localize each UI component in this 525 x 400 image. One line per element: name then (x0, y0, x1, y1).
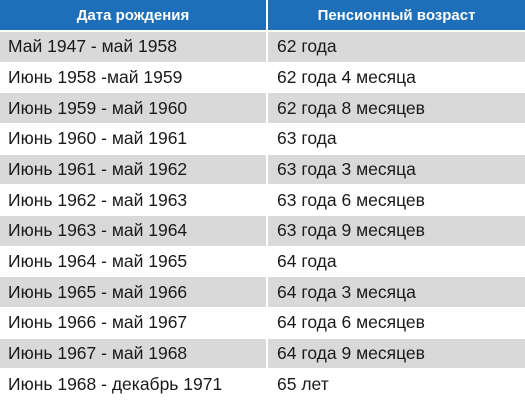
retirement-age-cell: 63 года 6 месяцев (266, 185, 525, 215)
birth-date-cell: Июнь 1964 - май 1965 (8, 250, 188, 271)
table-row: Июнь 1965 - май 1966 64 года 3 месяца (0, 277, 525, 308)
birth-date-cell: Июнь 1965 - май 1966 (8, 281, 188, 302)
table-row: Июнь 1960 - май 1961 63 года (0, 123, 525, 155)
retirement-age-cell: 62 года (266, 32, 525, 62)
table-row: Июнь 1964 - май 1965 64 года (0, 246, 525, 278)
table-row: Июнь 1962 - май 1963 63 года 6 месяцев (0, 185, 525, 216)
retirement-age-cell: 64 года 9 месяцев (266, 338, 525, 369)
birth-date-cell: Май 1947 - май 1958 (8, 36, 177, 57)
retirement-age-cell: 64 года 3 месяца (266, 277, 525, 307)
table-row: Июнь 1961 - май 1962 63 года 3 месяца (0, 154, 525, 186)
birth-date-cell: Июнь 1968 - декабрь 1971 (8, 373, 223, 394)
table-row: Июнь 1967 - май 1968 64 года 9 месяцев (0, 338, 525, 370)
birth-date-cell: Июнь 1960 - май 1961 (8, 128, 188, 149)
retirement-age-cell: 62 года 4 месяца (266, 62, 525, 93)
birth-date-cell: Июнь 1961 - май 1962 (8, 158, 188, 179)
table-row: Июнь 1963 - май 1964 63 года 9 месяцев (0, 215, 525, 247)
retirement-age-cell: 63 года (266, 123, 525, 154)
header-retirement-age: Пенсионный возраст (266, 0, 525, 30)
header-birth-date: Дата рождения (76, 6, 190, 24)
table-row: Июнь 1959 - май 1960 62 года 8 месяцев (0, 93, 525, 124)
birth-date-cell: Июнь 1959 - май 1960 (8, 97, 188, 118)
table-row: Июнь 1958 -май 1959 62 года 4 месяца (0, 62, 525, 94)
birth-date-cell: Июнь 1963 - май 1964 (8, 220, 188, 241)
table-body: Май 1947 - май 1958 62 года Июнь 1958 -м… (0, 32, 525, 400)
retirement-age-cell: 63 года 3 месяца (266, 154, 525, 185)
birth-date-cell: Июнь 1967 - май 1968 (8, 342, 188, 363)
table-row: Июнь 1966 - май 1967 64 года 6 месяцев (0, 307, 525, 339)
retirement-age-cell: 64 года (266, 246, 525, 277)
birth-date-cell: Июнь 1966 - май 1967 (8, 312, 188, 333)
table-row: Май 1947 - май 1958 62 года (0, 32, 525, 63)
birth-date-cell: Июнь 1962 - май 1963 (8, 189, 188, 210)
retirement-age-cell: 64 года 6 месяцев (266, 307, 525, 338)
table-row: Июнь 1968 - декабрь 1971 65 лет (0, 369, 525, 400)
retirement-age-cell: 62 года 8 месяцев (266, 93, 525, 123)
retirement-age-cell: 65 лет (266, 369, 525, 399)
birth-date-cell: Июнь 1958 -май 1959 (8, 66, 183, 87)
table-header: Дата рождения Пенсионный возраст (0, 0, 525, 32)
retirement-age-cell: 63 года 9 месяцев (266, 215, 525, 246)
